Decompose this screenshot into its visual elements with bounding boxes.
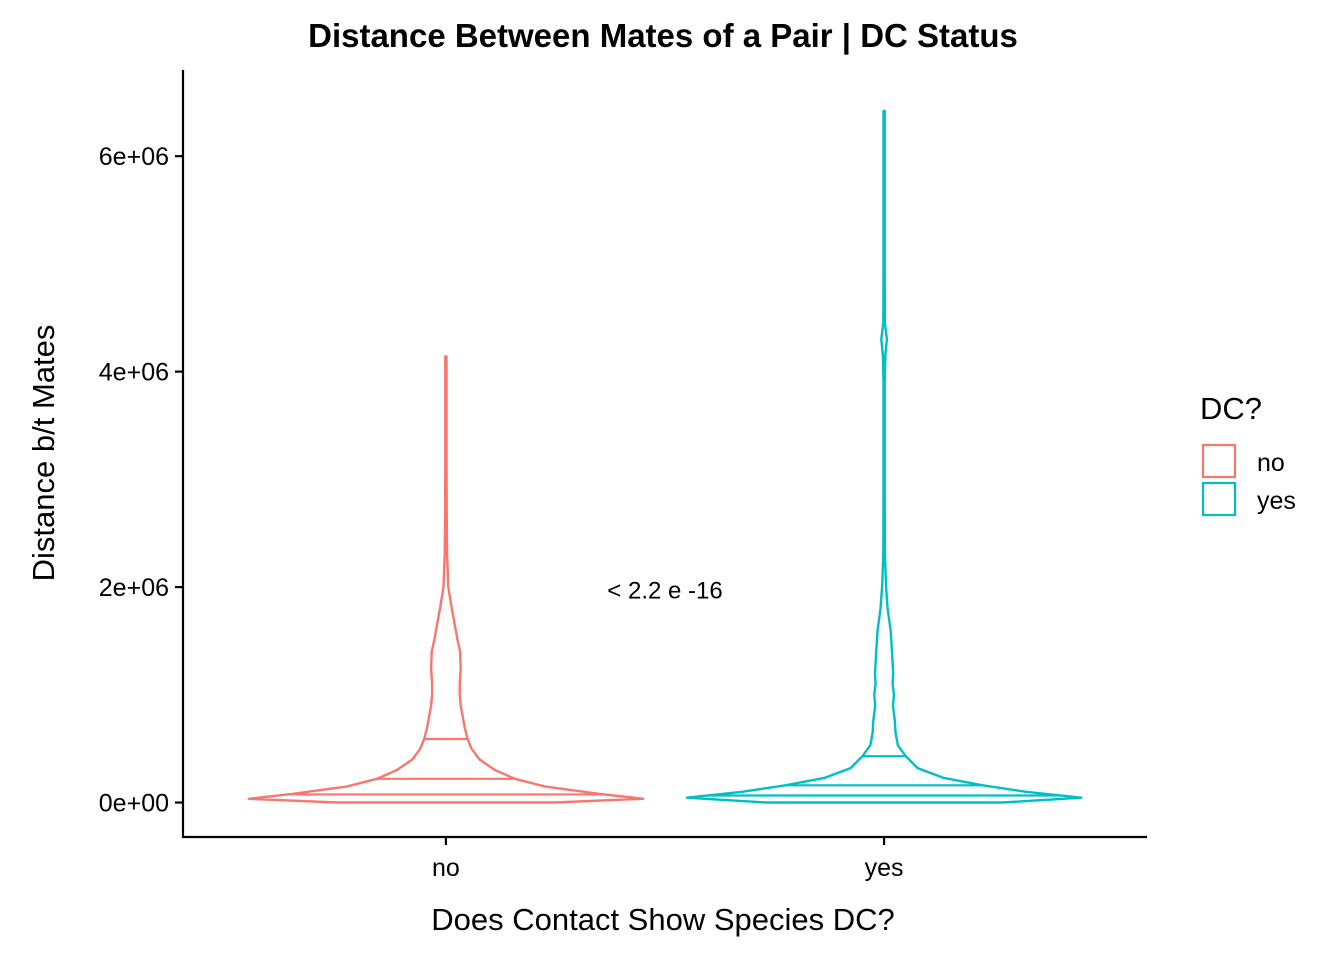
x-tick-label: no (432, 854, 460, 882)
legend-key-no (1201, 443, 1237, 479)
y-tick-label: 4e+06 (99, 359, 169, 387)
legend-key-yes (1201, 481, 1237, 517)
y-tick-label: 0e+00 (99, 790, 169, 818)
legend-label-no: no (1257, 449, 1285, 477)
x-axis-ticks: no yes (432, 837, 904, 882)
violin-yes (685, 109, 1083, 804)
x-axis-title: Does Contact Show Species DC? (431, 902, 895, 937)
legend-title: DC? (1200, 391, 1262, 426)
violin-no (247, 355, 645, 804)
legend: DC? no yes (1200, 391, 1296, 517)
x-tick-label: yes (865, 854, 904, 882)
y-tick-label: 6e+06 (99, 143, 169, 171)
y-tick-label: 2e+06 (99, 574, 169, 602)
chart-title: Distance Between Mates of a Pair | DC St… (308, 17, 1018, 54)
p-value-annotation: < 2.2 e -16 (607, 577, 722, 604)
violins-layer (247, 109, 1083, 804)
y-axis-ticks: 0e+00 2e+06 4e+06 6e+06 (99, 143, 183, 818)
legend-label-yes: yes (1257, 487, 1296, 515)
y-axis-title: Distance b/t Mates (26, 325, 61, 582)
